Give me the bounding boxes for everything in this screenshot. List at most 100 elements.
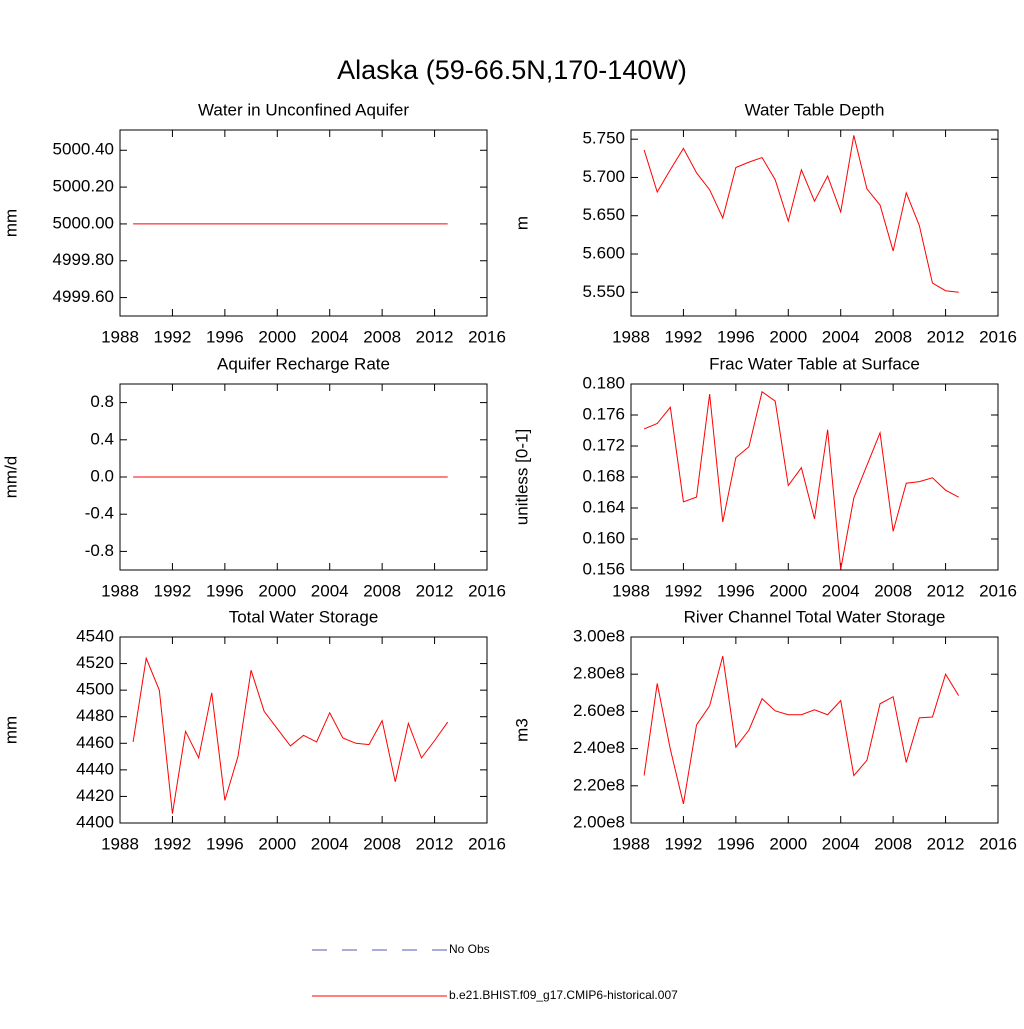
y-tick-label: 2.20e8 [573, 775, 625, 794]
x-tick-label: 2012 [927, 327, 965, 346]
y-tick-label: 4999.80 [53, 250, 114, 269]
x-tick-label: 1988 [101, 327, 139, 346]
x-tick-label: 2000 [769, 581, 807, 600]
y-tick-label: 5.700 [582, 167, 625, 186]
x-tick-label: 2000 [769, 834, 807, 853]
x-tick-label: 1996 [206, 834, 244, 853]
y-tick-label: -0.4 [85, 504, 114, 523]
x-tick-label: 1992 [665, 327, 703, 346]
y-tick-label: 3.00e8 [573, 626, 625, 645]
panel-title: Aquifer Recharge Rate [217, 354, 390, 373]
x-tick-label: 2004 [311, 327, 349, 346]
y-tick-label: 5.600 [582, 243, 625, 262]
y-axis-label: mm [1, 209, 20, 237]
x-tick-label: 2004 [311, 581, 349, 600]
y-axis-label: m [512, 216, 531, 230]
x-tick-label: 2004 [822, 834, 860, 853]
x-tick-label: 2012 [416, 327, 454, 346]
x-tick-label: 2016 [468, 834, 506, 853]
x-tick-label: 2016 [979, 327, 1017, 346]
x-tick-label: 1988 [101, 581, 139, 600]
x-tick-label: 2012 [416, 581, 454, 600]
x-tick-label: 2000 [258, 327, 296, 346]
y-tick-label: 0.160 [582, 528, 625, 547]
panel-title: Total Water Storage [229, 607, 379, 626]
y-tick-label: 4420 [76, 786, 114, 805]
y-tick-label: 4540 [76, 626, 114, 645]
panel-title: Frac Water Table at Surface [709, 354, 920, 373]
x-tick-label: 2000 [258, 581, 296, 600]
x-tick-label: 2004 [822, 327, 860, 346]
plot-frame [119, 383, 488, 571]
y-tick-label: 0.176 [582, 404, 625, 423]
x-tick-label: 2016 [468, 581, 506, 600]
x-tick-label: 1992 [154, 581, 192, 600]
x-tick-label: 1996 [206, 581, 244, 600]
y-tick-label: 5.650 [582, 205, 625, 224]
x-tick-label: 2008 [363, 834, 401, 853]
legend-label: b.e21.BHIST.f09_g17.CMIP6-historical.007 [449, 988, 678, 1002]
plot-frame [630, 383, 999, 571]
x-tick-label: 2008 [874, 327, 912, 346]
x-tick-label: 1988 [612, 581, 650, 600]
panel-title: River Channel Total Water Storage [684, 607, 946, 626]
y-axis-label: mm [1, 716, 20, 744]
x-tick-label: 1992 [154, 327, 192, 346]
y-tick-label: 4440 [76, 759, 114, 778]
x-tick-label: 1988 [612, 834, 650, 853]
y-axis-label: m3 [512, 718, 531, 742]
x-tick-label: 2008 [874, 581, 912, 600]
y-tick-label: 5000.40 [53, 140, 114, 159]
y-tick-label: 0.172 [582, 435, 625, 454]
y-tick-label: 0.180 [582, 373, 625, 392]
y-tick-label: 4400 [76, 812, 114, 831]
x-tick-label: 1996 [206, 327, 244, 346]
x-tick-label: 2016 [979, 581, 1017, 600]
plot-frame [630, 129, 999, 317]
x-tick-label: 1988 [612, 327, 650, 346]
x-tick-label: 1992 [665, 834, 703, 853]
plot-frame [119, 129, 488, 317]
x-tick-label: 2012 [416, 834, 454, 853]
figure-title: Alaska (59-66.5N,170-140W) [337, 55, 687, 85]
y-tick-label: -0.8 [85, 541, 114, 560]
y-tick-label: 4500 [76, 680, 114, 699]
data-line [643, 390, 959, 570]
x-tick-label: 2004 [311, 834, 349, 853]
x-tick-label: 2008 [363, 327, 401, 346]
plot-frame [119, 636, 488, 824]
x-tick-label: 2008 [363, 581, 401, 600]
y-tick-label: 4520 [76, 653, 114, 672]
legend-label: No Obs [449, 942, 490, 956]
x-tick-label: 1996 [717, 834, 755, 853]
y-axis-label: mm/d [1, 456, 20, 499]
y-tick-label: 5.750 [582, 129, 625, 148]
x-tick-label: 2012 [927, 581, 965, 600]
y-tick-label: 0.156 [582, 559, 625, 578]
y-tick-label: 0.0 [90, 466, 114, 485]
panel-title: Water in Unconfined Aquifer [198, 100, 409, 119]
x-tick-label: 1996 [717, 581, 755, 600]
panel-title: Water Table Depth [745, 100, 885, 119]
y-axis-label: unitless [0-1] [512, 429, 531, 525]
y-tick-label: 2.00e8 [573, 812, 625, 831]
x-tick-label: 1992 [665, 581, 703, 600]
y-tick-label: 5000.20 [53, 177, 114, 196]
x-tick-label: 2008 [874, 834, 912, 853]
y-tick-label: 0.164 [582, 497, 625, 516]
y-tick-label: 4480 [76, 706, 114, 725]
y-tick-label: 2.40e8 [573, 738, 625, 757]
plot-frame [630, 636, 999, 824]
y-tick-label: 4999.60 [53, 287, 114, 306]
y-tick-label: 0.8 [90, 392, 114, 411]
x-tick-label: 2016 [468, 327, 506, 346]
y-tick-label: 2.80e8 [573, 664, 625, 683]
y-tick-label: 0.168 [582, 466, 625, 485]
x-tick-label: 2000 [258, 834, 296, 853]
x-tick-label: 2012 [927, 834, 965, 853]
x-tick-label: 2000 [769, 327, 807, 346]
data-line [643, 656, 960, 804]
y-tick-label: 2.60e8 [573, 701, 625, 720]
